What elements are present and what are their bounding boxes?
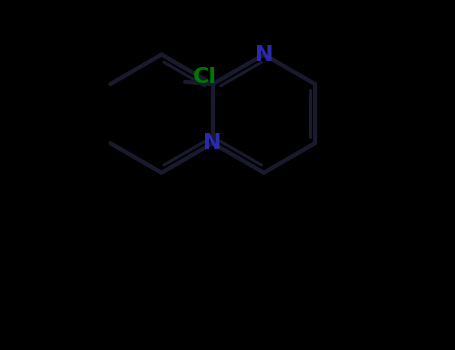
Text: N: N — [203, 133, 222, 153]
Text: N: N — [255, 44, 273, 64]
Text: Cl: Cl — [193, 67, 217, 87]
